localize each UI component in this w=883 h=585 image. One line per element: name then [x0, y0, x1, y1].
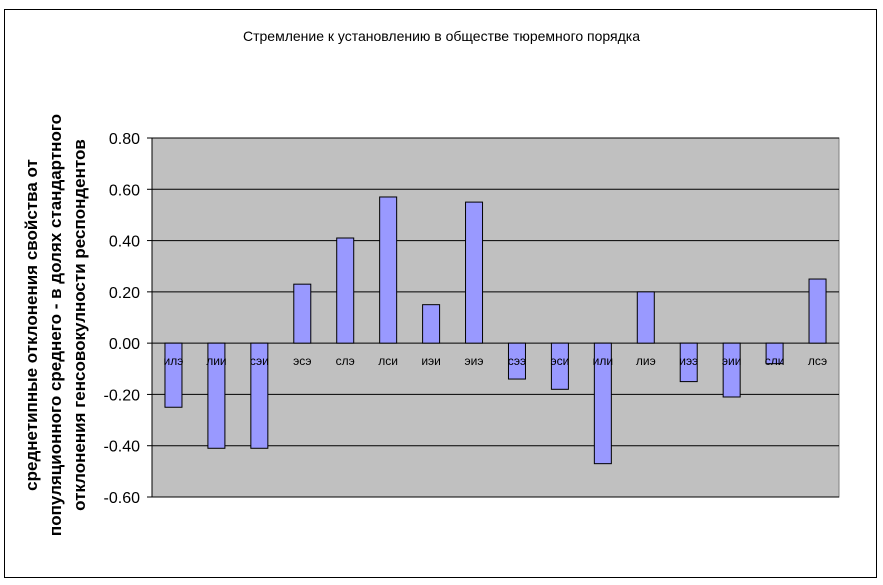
x-tick-label: иээ — [679, 354, 698, 368]
y-tick-label: 0.80 — [109, 131, 140, 148]
bar-эиэ — [465, 201, 484, 344]
x-tick-label: лиэ — [636, 354, 656, 368]
x-tick-label: лси — [378, 354, 398, 368]
bar-эии — [722, 342, 741, 398]
x-tick-label: сэи — [250, 354, 269, 368]
bar-сээ — [507, 342, 526, 380]
bar-лиэ — [636, 291, 655, 344]
x-tick-label: эиэ — [465, 354, 484, 368]
x-tick-label: эии — [722, 354, 742, 368]
bar-эси — [550, 342, 569, 390]
y-tick-label: 0.00 — [109, 336, 140, 353]
bar-иэи — [422, 304, 441, 344]
bar-сэи — [250, 342, 269, 449]
x-tick-label: лсэ — [808, 354, 827, 368]
y-tick-label: -0.40 — [104, 439, 141, 456]
x-tick-label: иэи — [421, 354, 441, 368]
y-tick-label: -0.60 — [104, 490, 141, 507]
bar-лии — [207, 342, 226, 449]
x-tick-label: эсэ — [293, 354, 311, 368]
x-tick-label: лии — [206, 354, 226, 368]
x-tick-label: слэ — [336, 354, 355, 368]
x-tick-label: эси — [550, 354, 569, 368]
bar-или — [593, 342, 612, 465]
x-tick-label: или — [593, 354, 613, 368]
x-tick-label: илэ — [164, 354, 184, 368]
bar-сли — [765, 342, 784, 365]
bar-эсэ — [293, 283, 312, 344]
bar-лси — [379, 196, 398, 344]
y-tick-label: 0.60 — [109, 182, 140, 199]
bar-лсэ — [808, 278, 827, 344]
y-tick-label: -0.20 — [104, 387, 141, 404]
y-tick-label: 0.40 — [109, 234, 140, 251]
bar-иээ — [679, 342, 698, 383]
x-tick-label: сээ — [508, 354, 526, 368]
bar-илэ — [164, 342, 183, 408]
x-tick-label: сли — [765, 354, 785, 368]
chart-title: Стремление к установлению в обществе тюр… — [242, 28, 641, 44]
y-tick-label: 0.20 — [109, 285, 140, 302]
bar-слэ — [336, 237, 355, 344]
